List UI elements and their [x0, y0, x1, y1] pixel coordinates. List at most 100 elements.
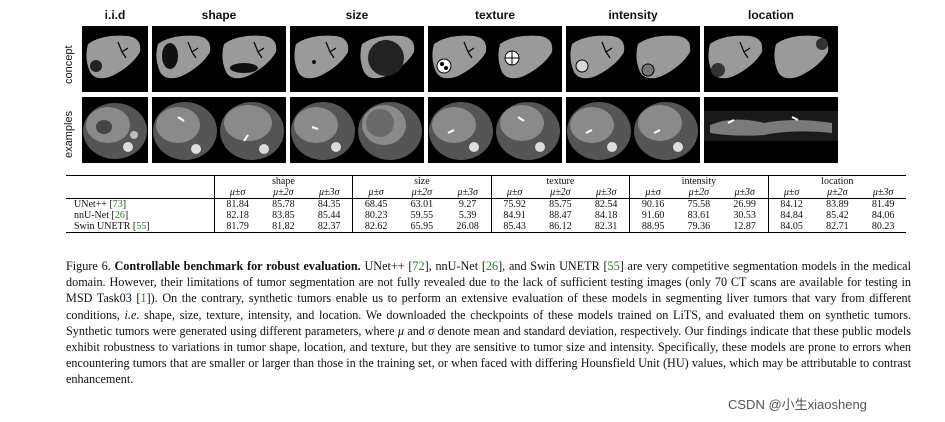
table-cell: 84.84 — [767, 210, 815, 221]
table-cell: 85.75 — [549, 199, 572, 210]
table-cell: 90.16 — [629, 198, 677, 210]
table-cell: 84.06 — [871, 210, 895, 221]
table-cell: 88.95 — [629, 221, 677, 233]
table-cell: 81.82 — [260, 221, 307, 233]
table-cell: 26.99 — [733, 199, 756, 210]
table-cell: 81.84 — [213, 198, 261, 210]
table-cell: 80.23 — [860, 221, 906, 233]
citation-link[interactable]: 72 — [412, 259, 425, 273]
table-cell: 83.89 — [826, 199, 849, 210]
subheader: μ±3σ — [721, 187, 769, 199]
table-cell: 85.78 — [272, 199, 295, 210]
citation-link[interactable]: 26 — [114, 210, 125, 221]
table-cell: 75.92 — [490, 198, 538, 210]
example-shape-ct — [152, 97, 286, 163]
subheader: μ±σ — [767, 187, 815, 199]
table-row: UNet++ [73] 81.84 85.78 84.35 68.45 63.01 9.27… — [66, 198, 906, 210]
table-cell: 82.18 — [213, 210, 261, 221]
group-header-shape: shape — [213, 175, 353, 187]
table-body: UNet++ [73] 81.84 85.78 84.35 68.45 63.01 9.27… — [66, 198, 906, 233]
group-header-intensity: intensity — [629, 175, 769, 187]
table-cell: 85.42 — [826, 210, 849, 221]
col-header-size: size — [345, 8, 369, 22]
concept-shape-panel — [152, 26, 286, 92]
model-name: Swin UNETR [55] — [66, 221, 215, 233]
row-label-examples: examples — [63, 110, 75, 158]
caption-label: Figure 6. — [66, 259, 111, 273]
table-cell: 65.95 — [399, 221, 445, 233]
concept-iid-panel — [82, 26, 148, 92]
table-cell: 83.85 — [272, 210, 295, 221]
subheader: μ±2σ — [260, 187, 307, 199]
col-header-iid: i.i.d — [104, 8, 126, 22]
example-texture-ct — [428, 97, 562, 163]
table-cell: 82.54 — [594, 199, 618, 210]
example-location-ct — [704, 97, 838, 163]
table-cell: 5.39 — [458, 210, 477, 221]
concept-intensity-panel — [566, 26, 700, 92]
table-row: nnU-Net [26] 82.18 83.85 85.44 80.23 59.55 5.3… — [66, 210, 906, 221]
table-cell: 82.37 — [306, 221, 353, 233]
concept-location-panel — [704, 26, 838, 92]
group-header-size: size — [352, 175, 492, 187]
caption-title: Controllable benchmark for robust evalua… — [114, 259, 361, 273]
table-cell: 86.12 — [537, 221, 584, 233]
table-cell: 68.45 — [352, 198, 400, 210]
table-cell: 84.18 — [594, 210, 618, 221]
table-cell: 75.58 — [687, 199, 711, 210]
figure-caption: Figure 6. Controllable benchmark for rob… — [66, 259, 912, 387]
subheader: μ±σ — [490, 187, 538, 199]
table-cell: 81.79 — [213, 221, 261, 233]
subheader: μ±2σ — [676, 187, 722, 199]
table-cell: 79.36 — [676, 221, 722, 233]
concept-texture-panel — [428, 26, 562, 92]
results-table: shape size texture intensity location μ±… — [66, 175, 906, 233]
table-cell: 26.08 — [444, 221, 492, 233]
table-cell: 85.44 — [317, 210, 341, 221]
model-name: nnU-Net [26] — [74, 210, 129, 221]
table-cell: 84.35 — [317, 199, 341, 210]
subheader: μ±σ — [213, 187, 261, 199]
citation-link[interactable]: 26 — [485, 259, 499, 273]
col-header-texture: texture — [474, 8, 515, 22]
table-cell: 88.47 — [549, 210, 572, 221]
table-cell: 9.27 — [458, 199, 477, 210]
subheader: μ±2σ — [814, 187, 861, 199]
group-header-location: location — [767, 175, 906, 187]
citation-link[interactable]: 73 — [112, 199, 123, 210]
table-cell: 82.62 — [352, 221, 400, 233]
subheader: μ±2σ — [537, 187, 584, 199]
col-header-location: location — [747, 8, 794, 22]
citation-link[interactable]: 55 — [136, 221, 147, 232]
table-cell: 12.87 — [721, 221, 769, 233]
table-cell: 82.31 — [583, 221, 630, 233]
table-cell: 30.53 — [733, 210, 756, 221]
citation-link[interactable]: 1 — [140, 291, 147, 306]
row-label-concept: concept — [63, 45, 75, 84]
group-header-texture: texture — [490, 175, 630, 187]
table-cell: 81.49 — [871, 199, 895, 210]
table-cell: 84.05 — [767, 221, 815, 233]
subheader: μ±σ — [629, 187, 677, 199]
table-cell: 83.61 — [687, 210, 711, 221]
table-cell: 91.60 — [629, 210, 677, 221]
subheader: μ±3σ — [860, 187, 906, 199]
subheader: μ±σ — [352, 187, 400, 199]
example-intensity-ct — [566, 97, 700, 163]
concept-size-panel — [290, 26, 424, 92]
citation-link[interactable]: 55 — [607, 259, 620, 273]
table-cell: 84.91 — [490, 210, 538, 221]
col-header-intensity: intensity — [608, 8, 658, 22]
example-iid-ct — [82, 97, 148, 163]
table-cell: 82.71 — [814, 221, 861, 233]
table-cell: 63.01 — [410, 199, 434, 210]
subheader: μ±3σ — [444, 187, 492, 199]
subheader: μ±3σ — [306, 187, 353, 199]
table-cell: 59.55 — [410, 210, 434, 221]
table-row: Swin UNETR [55] 81.79 81.82 82.37 82.62 65.95… — [66, 221, 906, 233]
table-cell: 84.12 — [767, 198, 815, 210]
col-header-shape: shape — [201, 8, 237, 22]
watermark: CSDN @小生xiaosheng — [728, 397, 867, 412]
subheader: μ±2σ — [399, 187, 445, 199]
